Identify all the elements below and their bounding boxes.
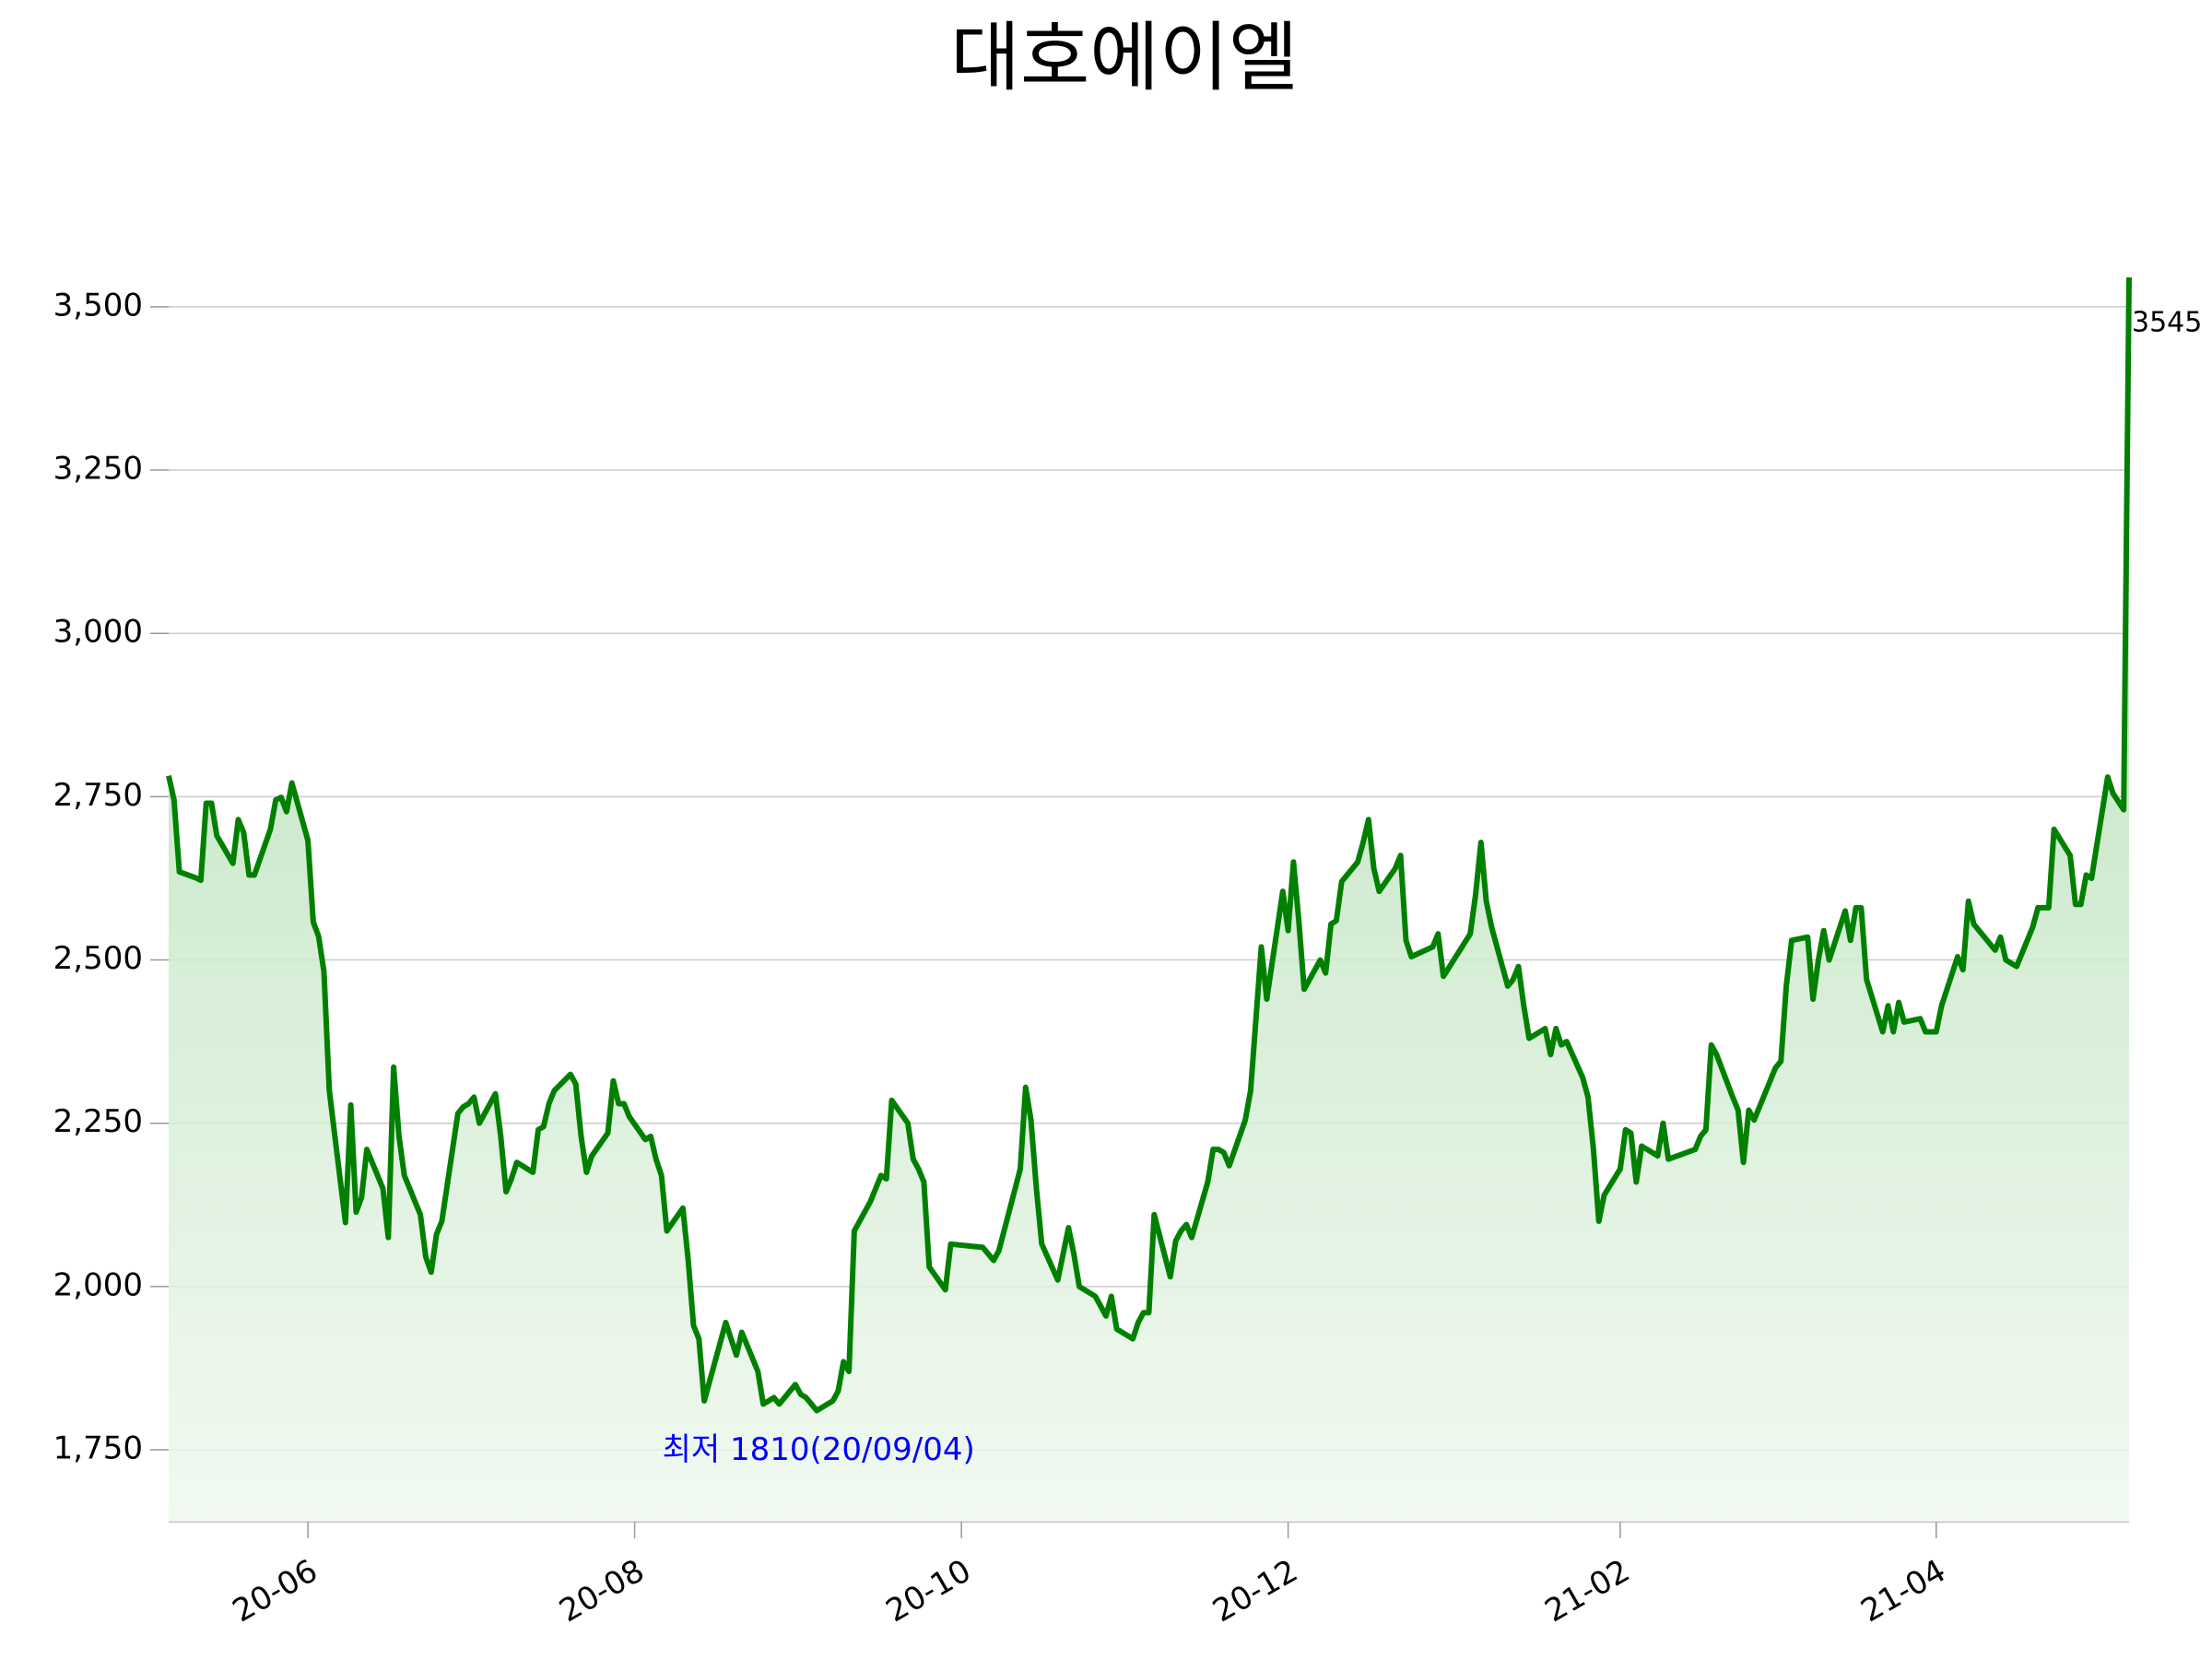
y-tick-label: 2,750 xyxy=(53,777,143,814)
y-tick-label: 3,500 xyxy=(53,287,143,324)
x-tick-label: 21-04 xyxy=(1854,1552,1952,1630)
y-tick-label: 3,000 xyxy=(53,614,143,651)
y-tick-label: 1,750 xyxy=(53,1430,143,1467)
chart-title: 대호에이엘 xyxy=(950,14,1298,101)
x-tick-label: 20-08 xyxy=(553,1552,651,1630)
y-tick-label: 2,250 xyxy=(53,1103,143,1140)
x-tick-label: 21-02 xyxy=(1539,1552,1637,1630)
y-tick-label: 2,000 xyxy=(53,1266,143,1303)
y-tick-label: 3,250 xyxy=(53,451,143,488)
y-tick-label: 2,500 xyxy=(53,940,143,977)
area xyxy=(169,277,2129,1522)
data-label: 3545 xyxy=(2132,307,2202,339)
x-tick-label: 20-12 xyxy=(1206,1552,1304,1630)
x-tick-label: 20-10 xyxy=(880,1552,978,1630)
annotation: 최저 1810(20/09/04) xyxy=(663,1431,975,1468)
x-tick-label: 20-06 xyxy=(227,1552,324,1630)
line xyxy=(166,276,2132,1414)
